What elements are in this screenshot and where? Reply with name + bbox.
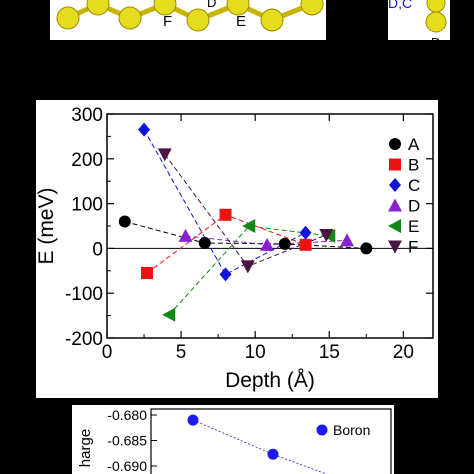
bottom-legend-label: Boron xyxy=(333,422,370,438)
x-tick-label-4: 20 xyxy=(393,342,414,363)
site-label-F: F xyxy=(163,13,172,30)
bottom-plot-area xyxy=(150,408,392,474)
legend-marker-E xyxy=(388,219,401,233)
bottom-y-tick-label-0: -0.680 xyxy=(107,407,147,423)
y-tick-label-2: 100 xyxy=(71,195,103,216)
x-tick-label-1: 5 xyxy=(176,342,187,363)
legend-marker-A xyxy=(389,138,401,150)
y-tick-label-0: 300 xyxy=(71,105,103,126)
legend-marker-B xyxy=(389,158,401,171)
bottom-legend: Boron xyxy=(316,422,370,438)
y-tick-label-1: 200 xyxy=(71,150,103,171)
atom-3 xyxy=(153,0,177,16)
point-A-0 xyxy=(118,215,131,228)
point-B-2 xyxy=(299,238,312,251)
x-axis-label: Depth (Å) xyxy=(225,369,315,392)
top-right-panel: D,C D xyxy=(388,0,450,50)
atom-4 xyxy=(186,8,210,32)
atom-2 xyxy=(118,6,142,30)
bottom-y-tick-label-2: -0.690 xyxy=(107,458,147,474)
site-label-D-right: D xyxy=(431,35,440,50)
point-F-1 xyxy=(240,260,255,274)
atom-chain-left xyxy=(56,0,324,32)
point-D-1 xyxy=(260,237,275,251)
point-F-2 xyxy=(319,228,334,242)
top-left-panel: D F E xyxy=(50,0,326,40)
legend-label-A: A xyxy=(408,135,420,154)
x-tick-label-3: 15 xyxy=(319,342,340,363)
point-F-0 xyxy=(157,148,172,162)
y-tick-label-4: -100 xyxy=(65,284,103,305)
legend-label-C: C xyxy=(408,176,420,195)
bottom-line-Boron xyxy=(192,419,328,474)
y-tick-label-3: 0 xyxy=(92,239,103,260)
point-B-0 xyxy=(141,267,154,280)
bottom-chart: -0.680 -0.685 -0.690 Boron harge xyxy=(72,405,394,474)
y-axis-label: E (meV) xyxy=(35,187,58,264)
atom-0 xyxy=(56,6,80,30)
bottom-point-1 xyxy=(267,448,279,460)
legend-label-B: B xyxy=(408,156,419,175)
bottom-point-0 xyxy=(187,414,199,426)
bottom-legend-marker xyxy=(316,424,328,436)
point-D-2 xyxy=(340,233,355,247)
point-B-1 xyxy=(219,208,232,221)
y-axis: 300 200 100 0 -100 -200 xyxy=(65,105,433,350)
atom-right-1 xyxy=(425,11,447,33)
bottom-y-axis: -0.680 -0.685 -0.690 xyxy=(107,407,157,474)
site-label-DC: D,C xyxy=(388,0,412,11)
point-E-0 xyxy=(162,307,176,322)
atom-6 xyxy=(260,8,284,32)
atom-7 xyxy=(300,0,324,16)
x-tick-label-0: 0 xyxy=(102,342,113,363)
y-tick-label-5: -200 xyxy=(65,329,103,350)
legend-label-E: E xyxy=(408,217,419,236)
atom-1 xyxy=(86,0,110,16)
point-C-0 xyxy=(138,122,151,137)
bottom-y-axis-label: harge xyxy=(77,429,94,467)
legend-marker-D xyxy=(388,198,402,212)
x-axis: 0 5 10 15 20 xyxy=(102,114,414,363)
point-D-0 xyxy=(178,228,193,242)
bottom-y-tick-label-1: -0.685 xyxy=(107,433,147,449)
plot-area xyxy=(106,113,434,339)
site-label-DC-text: D,C xyxy=(388,0,412,11)
legend-label-D: D xyxy=(408,197,420,216)
series-line-A xyxy=(124,221,367,249)
point-A-3 xyxy=(360,242,373,255)
series-line-C xyxy=(143,129,306,276)
site-label-D: D xyxy=(207,0,216,10)
legend-marker-C xyxy=(389,178,401,192)
atom-chain-right xyxy=(425,0,447,33)
point-C-1 xyxy=(219,267,232,282)
point-E-1 xyxy=(242,219,256,233)
point-A-2 xyxy=(278,237,291,250)
point-C-2 xyxy=(299,225,312,240)
bottom-series xyxy=(187,414,328,474)
point-A-1 xyxy=(198,237,211,250)
atom-5 xyxy=(226,0,250,16)
x-tick-label-2: 10 xyxy=(245,342,266,363)
series-markers xyxy=(118,122,373,322)
site-label-E: E xyxy=(236,13,246,30)
legend-marker-F xyxy=(388,240,402,254)
legend-label-F: F xyxy=(408,238,418,257)
